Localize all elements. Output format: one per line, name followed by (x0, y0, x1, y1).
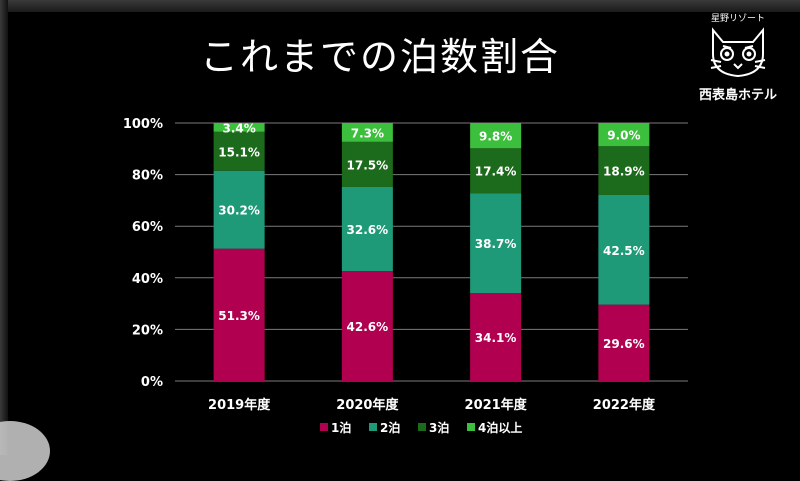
data-label: 51.3% (218, 309, 260, 323)
x-tick-label: 2020年度 (336, 397, 399, 413)
legend-swatch (418, 423, 426, 431)
bar-segment (470, 193, 522, 294)
legend-label: 1泊 (331, 420, 351, 435)
chart-legend: 1泊 2泊 3泊 4泊以上 (320, 420, 522, 435)
legend-label: 4泊以上 (478, 420, 522, 435)
bar-segment (213, 170, 265, 249)
x-axis: 2019年度 2020年度 2021年度 2022年度 (208, 397, 656, 413)
slide-title: これまでの泊数割合 (199, 35, 560, 79)
bar-segment (213, 248, 265, 381)
bar-segment (470, 123, 522, 149)
data-label: 18.9% (603, 165, 645, 179)
y-tick-label: 20% (132, 323, 163, 338)
data-label: 32.6% (347, 223, 389, 237)
x-tick-label: 2021年度 (465, 397, 528, 413)
bar-segment (341, 186, 393, 272)
data-label: 38.7% (475, 237, 517, 251)
data-label: 3.4% (222, 121, 255, 135)
y-tick-label: 80% (132, 169, 163, 184)
bar-segment (213, 131, 265, 171)
legend-swatch (467, 423, 475, 431)
bar-segment (470, 293, 522, 381)
y-tick-label: 60% (132, 220, 163, 235)
data-label: 30.2% (218, 204, 260, 218)
logo-brand: 星野リゾート (710, 14, 765, 24)
screen-frame-top (0, 0, 800, 12)
data-label: 9.0% (607, 129, 640, 143)
bar-segment (341, 123, 393, 142)
x-tick-label: 2019年度 (208, 397, 271, 413)
bar-segment (341, 141, 393, 187)
y-tick-label: 0% (141, 375, 163, 390)
legend-swatch (369, 423, 377, 431)
data-label: 42.5% (603, 244, 645, 258)
iriomote-cat-icon (710, 27, 766, 78)
legend-label: 3泊 (429, 420, 449, 435)
y-tick-label: 40% (132, 272, 163, 287)
bar-segment (598, 304, 650, 381)
y-tick-label: 100% (123, 117, 163, 132)
data-label: 29.6% (603, 337, 645, 351)
x-tick-label: 2022年度 (593, 397, 656, 413)
data-label: 7.3% (351, 126, 384, 140)
bar-segment (213, 123, 265, 132)
data-label: 42.6% (347, 320, 389, 334)
bar-segment (341, 271, 393, 381)
stacked-bar-chart: 0% 20% 40% 60% 80% 100% 51.3% 30.2% 15.1% 3.4% 42… (123, 117, 688, 435)
bar-segment (598, 146, 650, 195)
legend-swatch (320, 423, 328, 431)
data-label: 15.1% (218, 145, 260, 159)
bar-segment (598, 194, 650, 305)
data-label: 17.5% (347, 158, 389, 172)
legend-label: 2泊 (380, 420, 400, 435)
data-label: 9.8% (479, 130, 512, 144)
data-label: 17.4% (475, 165, 517, 179)
bar-segment (470, 148, 522, 194)
data-label: 34.1% (475, 331, 517, 345)
hotel-logo: 星野リゾート 西表島ホテル (690, 14, 786, 106)
chart-bars: 51.3% 30.2% 15.1% 3.4% 42.6% 32.6% 17.5% 7.3% 34… (213, 121, 650, 381)
logo-hotel-name: 西表島ホテル (698, 88, 777, 103)
y-axis: 0% 20% 40% 60% 80% 100% (123, 117, 163, 390)
bar-segment (598, 123, 650, 147)
screen-frame-left (0, 0, 8, 455)
